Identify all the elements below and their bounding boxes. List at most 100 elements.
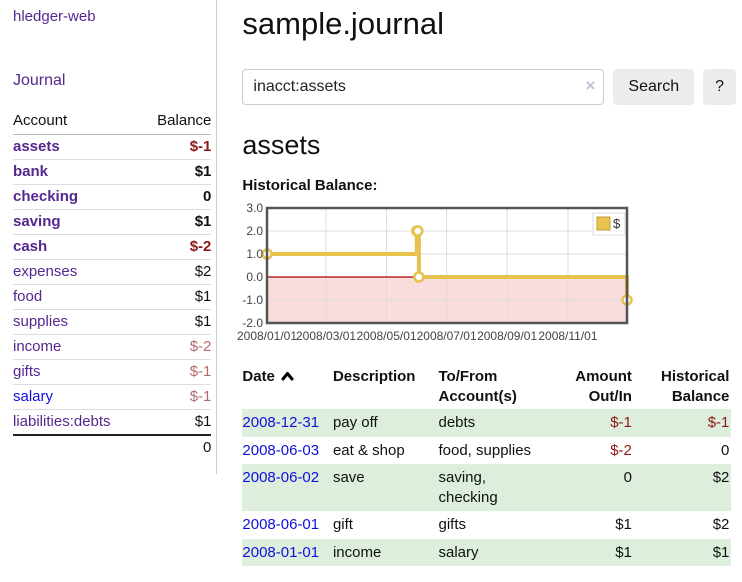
- transaction-row: 2008-01-01 income salary $1 $1: [242, 538, 732, 566]
- transaction-date-link[interactable]: 2008-06-02: [242, 469, 320, 486]
- account-balance: $-2: [140, 234, 212, 260]
- page-title: sample.journal: [242, 6, 444, 41]
- transaction-date-link[interactable]: 2008-01-01: [242, 543, 320, 561]
- sort-ascending-icon: [281, 372, 294, 381]
- account-link-income[interactable]: income: [13, 338, 62, 355]
- account-balance: $1: [140, 159, 212, 185]
- account-balance: $1: [140, 309, 212, 335]
- account-link-assets[interactable]: assets: [13, 138, 60, 155]
- account-balance: $-2: [140, 334, 212, 360]
- x-tick-label: 2008/03/01: [296, 329, 356, 343]
- transaction-row: 2008-06-03 eat & shop food, supplies $-2 0: [242, 437, 731, 465]
- account-balance: $-1: [140, 134, 212, 160]
- y-tick-label: -1.0: [243, 293, 264, 307]
- txn-column-header[interactable]: Date: [242, 364, 333, 409]
- chart-label: Historical Balance:: [242, 177, 378, 194]
- txn-column-header: To/From Account(s): [438, 368, 517, 405]
- y-tick-label: 0.0: [247, 270, 264, 284]
- account-row: checking 0: [13, 184, 212, 210]
- legend-label: $: [613, 216, 621, 231]
- account-link-expenses[interactable]: expenses: [13, 263, 78, 280]
- accounts-total-row: 0: [13, 434, 212, 460]
- account-balance: $-1: [140, 359, 212, 385]
- txn-column-header: Amount Out/In: [575, 368, 632, 405]
- txn-cell-amount: $-1: [610, 414, 632, 431]
- txn-column-header: Description: [332, 368, 416, 385]
- data-point-marker: [413, 271, 426, 283]
- balance-chart[interactable]: $3.0 2.0 1.0 0.0 -1.0 -2.02008/01/012008/03/0…: [237, 201, 730, 351]
- account-row: bank $1: [13, 159, 212, 185]
- account-link-supplies[interactable]: supplies: [13, 313, 69, 330]
- account-row: gifts $-1: [13, 359, 212, 385]
- txn-column-header: Historical Balance: [661, 368, 730, 405]
- sidebar: hledger-web Journal Account Balance asse…: [0, 0, 218, 474]
- account-title: assets: [242, 130, 321, 160]
- x-tick-label: 2008/11/01: [539, 329, 598, 343]
- txn-cell-amount: $-2: [610, 441, 632, 459]
- account-link-bank[interactable]: bank: [13, 163, 49, 180]
- account-balance: $1: [140, 284, 212, 310]
- transaction-date-link[interactable]: 2008-06-03: [242, 441, 320, 459]
- y-tick-label: 1.0: [247, 247, 264, 261]
- account-link-liabilities-debts[interactable]: liabilities:debts: [13, 413, 111, 430]
- txn-cell-description: eat & shop: [332, 441, 405, 459]
- txn-cell-balance: $2: [712, 469, 730, 486]
- account-link-saving[interactable]: saving: [13, 213, 61, 230]
- account-row: supplies $1: [13, 309, 212, 335]
- x-tick-label: 2008/01/01: [237, 329, 297, 343]
- txn-cell-accounts: salary: [438, 543, 479, 561]
- accounts-table: Account Balance assets $-1 bank $1 checking 0…: [13, 109, 212, 460]
- transaction-date-link[interactable]: 2008-06-01: [242, 516, 320, 533]
- account-row: salary $-1: [13, 384, 212, 410]
- txn-cell-accounts: gifts: [438, 516, 466, 533]
- txn-cell-balance: $1: [712, 543, 730, 561]
- account-row: assets $-1: [13, 134, 212, 160]
- accounts-header-account: Account: [13, 109, 141, 135]
- x-tick-label: 2008/09/01: [477, 329, 537, 343]
- search-input[interactable]: [242, 69, 605, 105]
- main-content: sample.journal × Search ? assets Histori…: [217, 0, 742, 566]
- y-tick-label: -2.0: [243, 316, 264, 330]
- legend-swatch: [596, 216, 611, 231]
- clear-search-icon[interactable]: ×: [585, 76, 596, 95]
- search-button[interactable]: Search: [613, 69, 695, 105]
- account-row: saving $1: [13, 209, 212, 235]
- x-tick-label: 2008/07/01: [417, 329, 477, 343]
- help-button[interactable]: ?: [703, 69, 736, 105]
- txn-cell-amount: $1: [615, 516, 632, 533]
- account-row: income $-2: [13, 334, 212, 360]
- account-link-checking[interactable]: checking: [13, 188, 79, 205]
- account-balance: $2: [140, 259, 212, 285]
- account-link-food[interactable]: food: [13, 288, 43, 305]
- txn-cell-description: save: [332, 469, 365, 486]
- page: hledger-web Journal Account Balance asse…: [0, 0, 742, 566]
- txn-cell-balance: $-1: [707, 414, 730, 431]
- txn-cell-accounts: saving, checking: [438, 469, 498, 506]
- account-link-gifts[interactable]: gifts: [13, 363, 41, 380]
- transaction-date-link[interactable]: 2008-12-31: [242, 414, 320, 431]
- txn-cell-description: gift: [332, 516, 353, 533]
- txn-cell-accounts: food, supplies: [438, 441, 532, 459]
- x-tick-label: 2008/05/01: [357, 329, 417, 343]
- data-point-marker: [412, 225, 424, 237]
- account-link-cash[interactable]: cash: [13, 238, 48, 255]
- account-balance: $-1: [140, 384, 212, 410]
- accounts-header-balance: Balance: [140, 109, 212, 135]
- txn-cell-amount: 0: [623, 469, 632, 486]
- txn-cell-description: pay off: [332, 414, 378, 431]
- txn-cell-balance: $2: [712, 516, 730, 533]
- txn-cell-amount: $1: [615, 543, 632, 561]
- account-row: food $1: [13, 284, 212, 310]
- account-balance: 0: [140, 184, 212, 210]
- account-row: expenses $2: [13, 259, 212, 285]
- transactions-table: Date Description To/From Account(s) Amount …: [242, 364, 732, 566]
- sidebar-item-journal[interactable]: Journal: [13, 72, 66, 89]
- y-tick-label: 3.0: [247, 201, 264, 215]
- transaction-row: 2008-12-31 pay off debts $-1 $-1: [242, 409, 732, 437]
- account-balance: $1: [140, 409, 212, 436]
- account-balance: $1: [140, 209, 212, 235]
- account-row: cash $-2: [13, 234, 212, 260]
- app-title-link[interactable]: hledger-web: [13, 8, 96, 25]
- account-link-salary[interactable]: salary: [13, 388, 54, 405]
- txn-cell-description: income: [332, 543, 382, 561]
